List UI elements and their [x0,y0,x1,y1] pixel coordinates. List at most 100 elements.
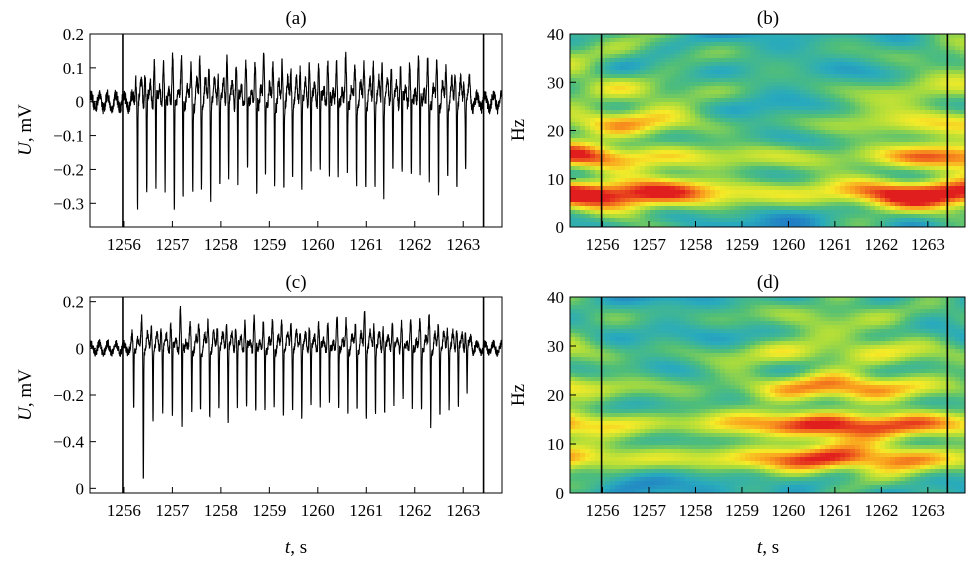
heatmap-cell [660,94,666,99]
heatmap-cell [585,325,591,330]
heatmap-cell [690,333,696,338]
heatmap-cell [880,345,886,350]
heatmap-cell [680,313,686,318]
heatmap-cell [755,337,761,342]
heatmap-cell [775,190,781,195]
heatmap-cell [690,122,696,127]
heatmap-cell [850,66,856,71]
heatmap-cell [610,198,616,203]
heatmap-cell [760,66,766,71]
heatmap-cell [595,345,601,350]
heatmap-cell [620,162,626,167]
heatmap-cell [570,198,576,203]
heatmap-cell [645,305,651,310]
heatmap-cell [595,118,601,123]
heatmap-cell [950,134,956,139]
heatmap-cell [715,182,721,187]
heatmap-cell [760,126,766,131]
heatmap-cell [665,134,671,139]
heatmap-cell [760,70,766,75]
heatmap-cell [590,214,596,219]
heatmap-cell [860,297,866,302]
heatmap-cell [800,62,806,67]
heatmap-cell [655,42,661,47]
heatmap-cell [690,337,696,342]
heatmap-cell [610,329,616,334]
heatmap-cell [845,70,851,75]
heatmap-cell [950,82,956,87]
heatmap-cell [850,138,856,143]
heatmap-cell [695,38,701,43]
heatmap-cell [880,178,886,183]
heatmap-cell [605,210,611,215]
heatmap-cell [650,178,656,183]
heatmap-cell [620,206,626,211]
heatmap-cell [600,210,606,215]
heatmap-cell [790,46,796,51]
heatmap-cell [745,182,751,187]
heatmap-cell [660,194,666,199]
heatmap-cell [635,138,641,143]
heatmap-cell [880,70,886,75]
heatmap-cell [680,321,686,326]
heatmap-cell [655,214,661,219]
heatmap-cell [960,202,965,207]
heatmap-cell [610,214,616,219]
heatmap-cell [725,166,731,171]
heatmap-cell [855,34,861,39]
heatmap-cell [810,150,816,155]
heatmap-cell [915,186,921,191]
heatmap-cell [860,130,866,135]
heatmap-cell [750,90,756,95]
heatmap-cell [760,86,766,91]
heatmap-cell [950,42,956,47]
heatmap-cell [825,222,831,227]
heatmap-cell [885,329,891,334]
heatmap-cell [915,78,921,83]
heatmap-cell [685,90,691,95]
heatmap-cell [570,214,576,219]
heatmap-cell [840,62,846,67]
heatmap-cell [925,305,931,310]
heatmap-cell [930,301,936,306]
heatmap-cell [685,202,691,207]
heatmap-cell [845,317,851,322]
heatmap-cell [580,50,586,55]
heatmap-cell [885,154,891,159]
heatmap-cell [920,38,926,43]
heatmap-cell [885,94,891,99]
heatmap-cell [585,146,591,151]
heatmap-cell [845,138,851,143]
heatmap-cell [875,301,881,306]
heatmap-cell [600,74,606,79]
heatmap-cell [610,38,616,43]
heatmap-cell [900,114,906,119]
heatmap-cell [905,150,911,155]
heatmap-cell [855,82,861,87]
heatmap-cell [800,50,806,55]
heatmap-cell [675,38,681,43]
heatmap-cell [900,194,906,199]
heatmap-cell [950,110,956,115]
heatmap-cell [695,297,701,302]
heatmap-cell [690,62,696,67]
heatmap-cell [630,174,636,179]
heatmap-cell [685,94,691,99]
heatmap-cell [800,46,806,51]
heatmap-cell [805,206,811,211]
heatmap-cell [640,174,646,179]
heatmap-cell [930,170,936,175]
heatmap-cell [895,182,901,187]
heatmap-cell [780,321,786,326]
heatmap-cell [605,166,611,171]
heatmap-cell [900,150,906,155]
heatmap-cell [715,301,721,306]
heatmap-cell [740,70,746,75]
heatmap-cell [840,162,846,167]
heatmap-cell [920,313,926,318]
heatmap-cell [870,313,876,318]
heatmap-cell [895,198,901,203]
heatmap-cell [865,218,871,223]
heatmap-cell [705,142,711,147]
heatmap-cell [675,150,681,155]
